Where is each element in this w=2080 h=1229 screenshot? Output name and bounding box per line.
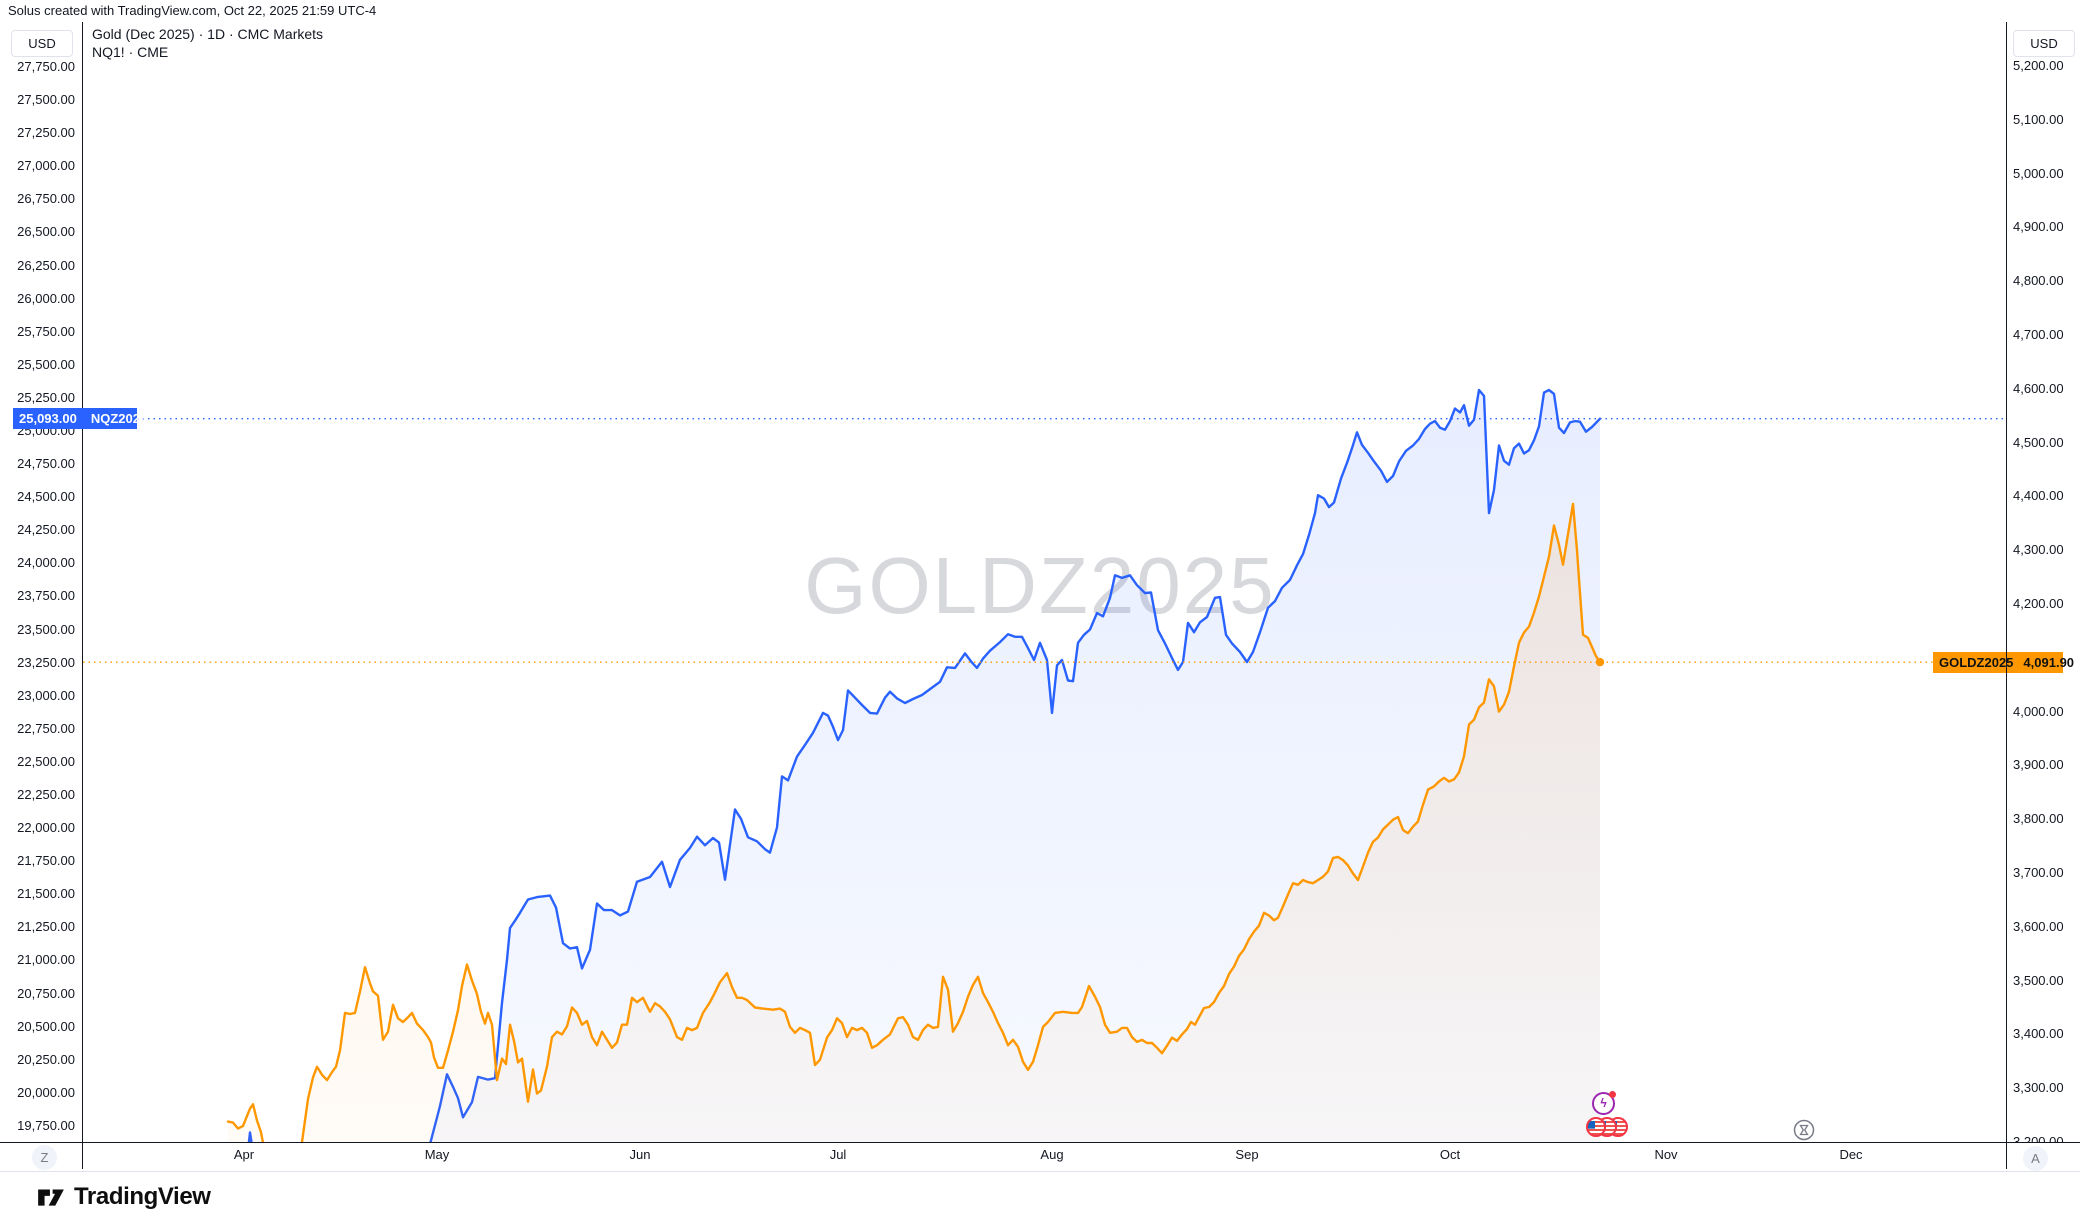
time-axis[interactable] bbox=[0, 1143, 2080, 1171]
widget-bottom-border bbox=[0, 1171, 2080, 1172]
price-tick-label: 3,800.00 bbox=[2013, 811, 2064, 827]
price-tick-label: 3,500.00 bbox=[2013, 972, 2064, 988]
price-tick-label: 26,500.00 bbox=[17, 224, 75, 240]
attribution-text: Solus created with TradingView.com, Oct … bbox=[8, 3, 377, 18]
price-tick-label: 24,250.00 bbox=[17, 522, 75, 538]
economic-event-lightning-icon[interactable]: ϟ bbox=[1592, 1091, 1616, 1115]
timezone-button[interactable]: Z bbox=[32, 1145, 57, 1170]
price-tick-label: 23,750.00 bbox=[17, 588, 75, 604]
left-axis-currency-button[interactable]: USD bbox=[11, 30, 73, 57]
month-tick-label: Sep bbox=[1235, 1147, 1259, 1162]
gold-last-price: 4,091.90 bbox=[2023, 654, 2075, 670]
price-tick-label: 21,750.00 bbox=[17, 853, 75, 869]
tradingview-logo-text: TradingView bbox=[74, 1183, 211, 1210]
price-tick-label: 3,400.00 bbox=[2013, 1026, 2064, 1042]
price-tick-label: 27,250.00 bbox=[17, 125, 75, 141]
price-tick-label: 21,000.00 bbox=[17, 952, 75, 968]
price-tick-label: 25,500.00 bbox=[17, 356, 75, 372]
price-tick-label: 3,300.00 bbox=[2013, 1080, 2064, 1096]
price-tick-label: 23,500.00 bbox=[17, 621, 75, 637]
price-tick-label: 24,000.00 bbox=[17, 555, 75, 571]
month-tick-label: Aug bbox=[1040, 1147, 1064, 1162]
price-tick-label: 26,250.00 bbox=[17, 257, 75, 273]
price-tick-label: 24,750.00 bbox=[17, 456, 75, 472]
gold-last-point-marker bbox=[1595, 657, 1605, 667]
price-tick-label: 3,900.00 bbox=[2013, 757, 2064, 773]
price-tick-label: 20,250.00 bbox=[17, 1051, 75, 1067]
price-tick-label: 5,200.00 bbox=[2013, 58, 2064, 73]
left-price-axis[interactable]: USD 27,750.00 27,500.00 27,250.00 27,000.00… bbox=[0, 22, 82, 1171]
price-tick-label: 22,750.00 bbox=[17, 720, 75, 736]
price-tick-label: 24,500.00 bbox=[17, 489, 75, 505]
nq-last-price-tag: 25,093.00 NQZ2025 bbox=[13, 408, 147, 430]
us-economic-events-flag-icons[interactable] bbox=[1586, 1117, 1628, 1139]
notification-dot bbox=[1609, 1091, 1616, 1098]
month-tick-label: Nov bbox=[1654, 1147, 1678, 1162]
price-tick-label: 26,750.00 bbox=[17, 191, 75, 207]
tradingview-logo[interactable]: TradingView bbox=[36, 1182, 211, 1212]
right-axis-currency-button[interactable]: USD bbox=[2013, 30, 2075, 57]
gold-last-price-tag: GOLDZ2025 4,091.90 bbox=[1933, 651, 2074, 673]
goldz2025-line[interactable] bbox=[226, 502, 1602, 1169]
price-tick-label: 5,100.00 bbox=[2013, 111, 2064, 127]
price-tick-label: 4,400.00 bbox=[2013, 488, 2064, 504]
month-tick-label: May bbox=[424, 1147, 450, 1162]
price-tick-label: 20,750.00 bbox=[17, 985, 75, 1001]
left-axis-separator bbox=[82, 22, 83, 1169]
price-tick-label: 5,000.00 bbox=[2013, 165, 2064, 181]
price-tick-label: 23,250.00 bbox=[17, 654, 75, 670]
nq-symbol-label: NQZ2025 bbox=[90, 411, 148, 427]
autoscale-button[interactable]: A bbox=[2023, 1146, 2048, 1171]
us-flag-icon[interactable] bbox=[1586, 1117, 1606, 1137]
price-tick-label: 22,250.00 bbox=[17, 786, 75, 802]
price-tick-label: 25,750.00 bbox=[17, 323, 75, 339]
price-tick-label: 4,300.00 bbox=[2013, 542, 2064, 558]
price-tick-label: 20,000.00 bbox=[17, 1084, 75, 1100]
price-tick-label: 26,000.00 bbox=[17, 290, 75, 306]
price-tick-label: 22,000.00 bbox=[17, 820, 75, 836]
time-axis-separator bbox=[0, 1142, 2080, 1143]
symbol-subtitle[interactable]: NQ1! · CME bbox=[92, 44, 169, 60]
price-tick-label: 27,750.00 bbox=[17, 59, 75, 74]
goldz2025-area-fill bbox=[228, 503, 1600, 1142]
price-tick-label: 27,000.00 bbox=[17, 158, 75, 174]
price-tick-label: 19,750.00 bbox=[17, 1117, 75, 1133]
month-tick-label: Oct bbox=[1439, 1147, 1461, 1162]
month-tick-label: Dec bbox=[1839, 1147, 1863, 1162]
price-tick-label: 21,500.00 bbox=[17, 886, 75, 902]
watermark: GOLDZ2025 bbox=[804, 541, 1276, 630]
right-axis-separator bbox=[2006, 22, 2007, 1169]
price-tick-label: 25,250.00 bbox=[17, 389, 75, 405]
price-tick-label: 21,250.00 bbox=[17, 919, 75, 935]
tradingview-logo-mark bbox=[38, 1189, 64, 1206]
price-tick-label: 4,800.00 bbox=[2013, 273, 2064, 289]
price-tick-label: 4,200.00 bbox=[2013, 596, 2064, 611]
right-price-axis[interactable]: USD 5,200.00 5,100.00 5,000.00 4,900.00 4,80… bbox=[2007, 22, 2080, 1171]
price-tick-label: 4,600.00 bbox=[2013, 380, 2064, 396]
price-tick-label: 4,500.00 bbox=[2013, 434, 2064, 450]
price-tick-label: 4,900.00 bbox=[2013, 219, 2064, 235]
price-tick-label: 4,700.00 bbox=[2013, 327, 2064, 342]
month-tick-label: Jun bbox=[629, 1147, 651, 1162]
hourglass-event-icon[interactable] bbox=[1793, 1119, 1815, 1141]
nqz2025-line[interactable] bbox=[246, 388, 1602, 1212]
gold-symbol-label: GOLDZ2025 bbox=[1939, 654, 2014, 670]
price-tick-label: 20,500.00 bbox=[17, 1018, 75, 1034]
symbol-title[interactable]: Gold (Dec 2025) · 1D · CMC Markets bbox=[92, 26, 324, 42]
price-tick-label: 3,600.00 bbox=[2013, 918, 2064, 934]
price-tick-label: 22,500.00 bbox=[17, 753, 75, 769]
nq-last-price: 25,093.00 bbox=[19, 411, 77, 427]
price-tick-label: 27,500.00 bbox=[17, 92, 75, 108]
price-tick-label: 23,000.00 bbox=[17, 687, 75, 703]
price-tick-label: 4,000.00 bbox=[2013, 703, 2064, 719]
symbol-legend[interactable]: Gold (Dec 2025) · 1D · CMC Markets NQ1! … bbox=[92, 25, 323, 61]
month-tick-label: Apr bbox=[233, 1147, 255, 1162]
month-tick-label: Jul bbox=[829, 1147, 847, 1162]
price-tick-label: 3,700.00 bbox=[2013, 865, 2064, 880]
